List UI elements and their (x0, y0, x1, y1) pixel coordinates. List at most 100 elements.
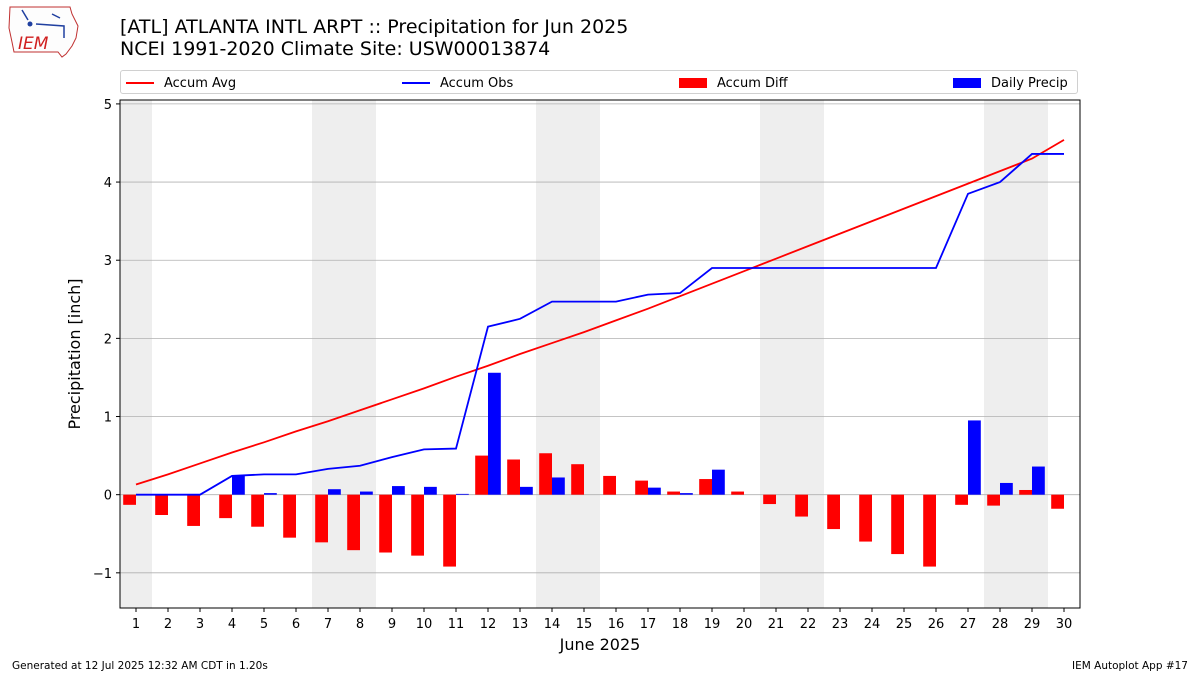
daily-bar-day-10 (424, 486, 437, 495)
x-tick-label-19: 19 (704, 617, 721, 632)
x-tick-label-20: 20 (736, 617, 753, 632)
x-tick-label-11: 11 (448, 617, 465, 632)
y-axis-label: Precipitation [inch] (65, 278, 84, 429)
daily-bar-day-28 (1000, 482, 1013, 495)
diff-bar-day-3 (187, 494, 200, 526)
daily-bar-day-7 (328, 489, 341, 495)
legend-swatch-daily-precip (953, 78, 981, 88)
footer-generated: Generated at 12 Jul 2025 12:32 AM CDT in… (12, 660, 268, 672)
legend-label-daily-precip: Daily Precip (991, 75, 1068, 91)
diff-bar-day-15 (571, 464, 584, 495)
x-tick-label-8: 8 (356, 617, 364, 632)
iem-logo: IEM (8, 6, 79, 58)
y-tick-label-4: 3 (104, 254, 112, 269)
x-tick-label-4: 4 (228, 617, 236, 632)
diff-bar-day-17 (635, 480, 648, 495)
daily-bar-day-4 (232, 475, 245, 495)
daily-bar-day-19 (712, 469, 725, 495)
diff-bar-day-26 (923, 494, 936, 567)
diff-bar-day-24 (859, 494, 872, 542)
diff-bar-day-29 (1019, 489, 1032, 495)
daily-bar-day-9 (392, 486, 405, 495)
diff-bar-day-27 (955, 494, 968, 505)
diff-bar-day-16 (603, 475, 616, 495)
x-tick-label-30: 30 (1056, 617, 1073, 632)
diff-bar-day-20 (731, 491, 744, 495)
x-tick-label-23: 23 (832, 617, 849, 632)
x-tick-label-3: 3 (196, 617, 204, 632)
daily-bar-day-14 (552, 477, 565, 495)
diff-bar-day-1 (123, 494, 136, 505)
diff-bar-day-9 (379, 494, 392, 553)
x-tick-label-2: 2 (164, 617, 172, 632)
diff-bar-day-21 (763, 494, 776, 505)
legend-swatch-accum-avg (126, 82, 154, 84)
diff-bar-day-25 (891, 494, 904, 555)
diff-bar-day-5 (251, 494, 264, 527)
weekend-shade-1 (120, 100, 152, 608)
legend-label-accum-obs: Accum Obs (440, 75, 514, 91)
diff-bar-day-12 (475, 455, 488, 495)
diff-bar-day-18 (667, 491, 680, 495)
diff-bar-day-2 (155, 494, 168, 515)
x-tick-label-10: 10 (416, 617, 433, 632)
diff-bar-day-23 (827, 494, 840, 530)
daily-bar-day-5 (264, 493, 277, 495)
daily-bar-day-11 (456, 493, 469, 495)
weekend-shade-4 (760, 100, 824, 608)
x-tick-label-28: 28 (992, 617, 1009, 632)
accum-avg-line (135, 139, 1065, 486)
diff-bar-day-14 (539, 453, 552, 495)
legend-item-daily-precip: Daily Precip (953, 74, 1068, 92)
legend-swatch-accum-diff (679, 78, 707, 88)
diff-bar-day-30 (1051, 494, 1064, 509)
x-tick-label-15: 15 (576, 617, 593, 632)
legend-swatch-accum-obs (402, 82, 430, 84)
x-tick-label-25: 25 (896, 617, 913, 632)
x-tick-label-17: 17 (640, 617, 657, 632)
y-tick-label-6: 5 (104, 98, 112, 113)
daily-bar-day-12 (488, 372, 501, 495)
x-tick-label-21: 21 (768, 617, 785, 632)
x-tick-label-12: 12 (480, 617, 497, 632)
y-tick-label-1: 0 (104, 489, 112, 504)
diff-bar-day-28 (987, 494, 1000, 506)
daily-bar-day-8 (360, 491, 373, 495)
diff-bar-day-6 (283, 494, 296, 538)
y-tick-label-2: 1 (104, 411, 112, 426)
x-tick-label-14: 14 (544, 617, 561, 632)
diff-bar-day-11 (443, 494, 456, 567)
x-tick-label-5: 5 (260, 617, 268, 632)
y-tick-label-3: 2 (104, 332, 112, 347)
diff-bar-day-10 (411, 494, 424, 556)
weekend-shade-5 (984, 100, 1048, 608)
x-tick-label-6: 6 (292, 617, 300, 632)
x-tick-label-27: 27 (960, 617, 977, 632)
daily-bar-day-13 (520, 486, 533, 495)
legend-item-accum-avg: Accum Avg (126, 74, 236, 92)
legend-label-accum-diff: Accum Diff (717, 75, 788, 91)
logo-text: IEM (18, 34, 49, 54)
diff-bar-day-13 (507, 459, 520, 495)
x-tick-label-9: 9 (388, 617, 396, 632)
y-tick-label-0: −1 (93, 567, 112, 582)
y-tick-label-5: 4 (104, 176, 112, 191)
accum-obs-line (136, 153, 1064, 496)
x-tick-label-22: 22 (800, 617, 817, 632)
daily-bar-day-29 (1032, 466, 1045, 495)
x-axis-label: June 2025 (559, 635, 641, 654)
x-tick-label-26: 26 (928, 617, 945, 632)
daily-bar-day-17 (648, 487, 661, 495)
plot-frame (119, 99, 1081, 609)
diff-bar-day-4 (219, 494, 232, 519)
diff-bar-day-19 (699, 479, 712, 495)
title-line-1: [ATL] ATLANTA INTL ARPT :: Precipitation… (120, 16, 629, 38)
x-tick-label-18: 18 (672, 617, 689, 632)
weekend-shade-3 (536, 100, 600, 608)
x-tick-label-1: 1 (132, 617, 140, 632)
diff-bar-day-22 (795, 494, 808, 517)
legend-item-accum-obs: Accum Obs (402, 74, 513, 92)
diff-bar-day-8 (347, 494, 360, 551)
x-tick-label-24: 24 (864, 617, 881, 632)
